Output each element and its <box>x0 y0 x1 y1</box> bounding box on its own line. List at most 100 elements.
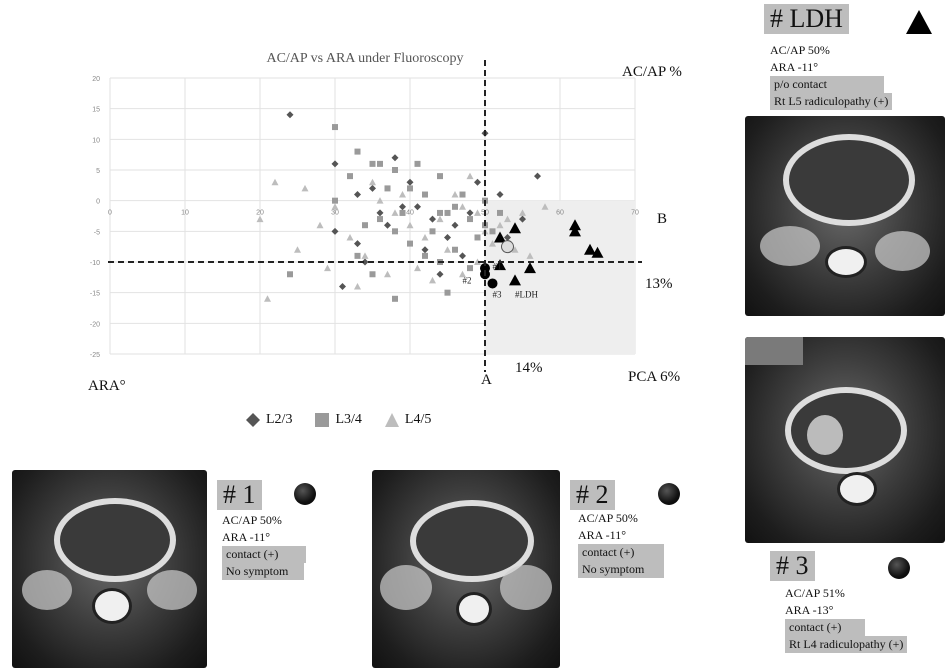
point-highlight <box>509 274 521 286</box>
point-l23 <box>421 246 429 254</box>
point-highlight <box>569 219 581 231</box>
point-l45 <box>376 197 384 204</box>
point-highlight <box>591 246 604 258</box>
point-l45 <box>256 215 264 223</box>
point-l45 <box>406 221 414 229</box>
point-l45 <box>504 215 511 223</box>
point-l34 <box>437 173 443 180</box>
point-l45 <box>384 270 391 278</box>
point-l34 <box>392 295 398 302</box>
point-l34 <box>377 216 383 223</box>
point-l34 <box>444 289 451 296</box>
point-l34 <box>497 209 503 216</box>
point-l23 <box>444 233 451 241</box>
point-l34 <box>407 185 413 192</box>
case-info-line: AC/AP 50% <box>222 513 282 527</box>
x-tick-label: 60 <box>556 210 564 217</box>
chart-title: AC/AP vs ARA under Fluoroscopy <box>266 51 464 66</box>
point-l34 <box>369 271 376 278</box>
point-l34 <box>377 160 383 167</box>
point-l23 <box>354 240 361 248</box>
point-l23 <box>331 227 339 235</box>
point-l45 <box>391 209 399 216</box>
case-info-line: ARA -11° <box>222 530 271 544</box>
x-tick-label: 70 <box>631 210 639 217</box>
point-l45 <box>369 178 376 186</box>
point-l34 <box>437 209 443 216</box>
point-l45 <box>331 203 339 210</box>
point-case <box>487 278 498 289</box>
point-highlight <box>494 231 506 243</box>
point-l45 <box>519 209 526 216</box>
point-l34 <box>467 216 473 223</box>
point-l45 <box>459 270 466 278</box>
point-l45 <box>346 233 354 241</box>
point-annotation: #LDH <box>515 290 538 300</box>
point-l34 <box>362 222 368 229</box>
point-l23 <box>399 203 406 211</box>
point-l23 <box>451 221 459 229</box>
case-info-line: contact (+) <box>785 619 865 636</box>
point-l23 <box>369 184 376 192</box>
point-l34 <box>369 160 376 167</box>
case-info-line: contact (+) <box>578 544 664 561</box>
point-l23 <box>391 154 399 162</box>
point-l45 <box>301 184 309 192</box>
point-l45 <box>451 191 459 198</box>
mri-scan-3 <box>745 337 945 543</box>
ara-axis-label: ARA° <box>88 378 126 394</box>
point-annotation: #3 <box>493 290 503 300</box>
y-tick-label: 15 <box>92 107 100 114</box>
point-l23 <box>504 233 511 241</box>
point-l23 <box>466 209 474 217</box>
point-l45 <box>541 203 549 210</box>
point-l45 <box>361 252 369 259</box>
point-l23 <box>406 178 414 186</box>
point-l34 <box>459 191 466 198</box>
point-l34 <box>467 265 473 272</box>
point-l34 <box>332 197 338 204</box>
y-tick-label: -20 <box>90 321 100 328</box>
case-2-header: # 2 <box>570 480 615 510</box>
circle-icon <box>294 483 316 505</box>
square-marker-icon <box>315 413 330 427</box>
x-tick-label: 30 <box>331 210 339 217</box>
case-info-line: AC/AP 50% <box>578 511 638 525</box>
point-l23 <box>376 209 384 217</box>
case-info-line: AC/AP 50% <box>770 43 830 57</box>
point-open <box>501 240 514 254</box>
point-l34 <box>429 228 436 235</box>
point-l34 <box>452 246 458 253</box>
point-l23 <box>361 258 369 266</box>
y-tick-label: 0 <box>96 199 100 206</box>
pct13-label: 13% <box>645 276 673 292</box>
legend-label: L2/3 <box>266 412 293 427</box>
point-l45 <box>354 283 361 290</box>
y-tick-label: -25 <box>90 352 100 359</box>
point-l34 <box>452 203 458 210</box>
legend-label: L4/5 <box>404 412 432 427</box>
region-b-label: B <box>657 211 668 227</box>
y-tick-label: 10 <box>92 137 100 144</box>
point-l23 <box>286 111 294 119</box>
point-l34 <box>407 240 413 247</box>
case-info-line: Rt L5 radiculopathy (+) <box>770 93 893 110</box>
point-l34 <box>354 148 361 155</box>
case-1-title: # 1 <box>217 480 262 510</box>
point-l34 <box>489 228 496 235</box>
case-1-info: AC/AP 50% ARA -11° contact (+) No sympto… <box>222 512 306 580</box>
point-highlight <box>569 225 581 237</box>
point-l23 <box>354 191 361 199</box>
case-info-line: ARA -11° <box>578 528 627 542</box>
case-3-info: AC/AP 51% ARA -13° contact (+) Rt L4 rad… <box>785 585 908 653</box>
point-l23 <box>384 221 391 229</box>
pca-label: PCA 6% <box>628 369 681 385</box>
point-highlight <box>584 243 596 255</box>
triangle-marker-icon <box>384 413 399 427</box>
point-l45 <box>466 172 474 180</box>
scatter-chart: 01020304050607020151050-5-10-15-20-25 #1… <box>90 60 642 372</box>
point-highlight <box>524 262 536 274</box>
x-tick-label: 20 <box>256 210 264 217</box>
point-annotation: #2 <box>463 275 472 285</box>
legend-item-l34: L3/4 <box>314 412 362 428</box>
